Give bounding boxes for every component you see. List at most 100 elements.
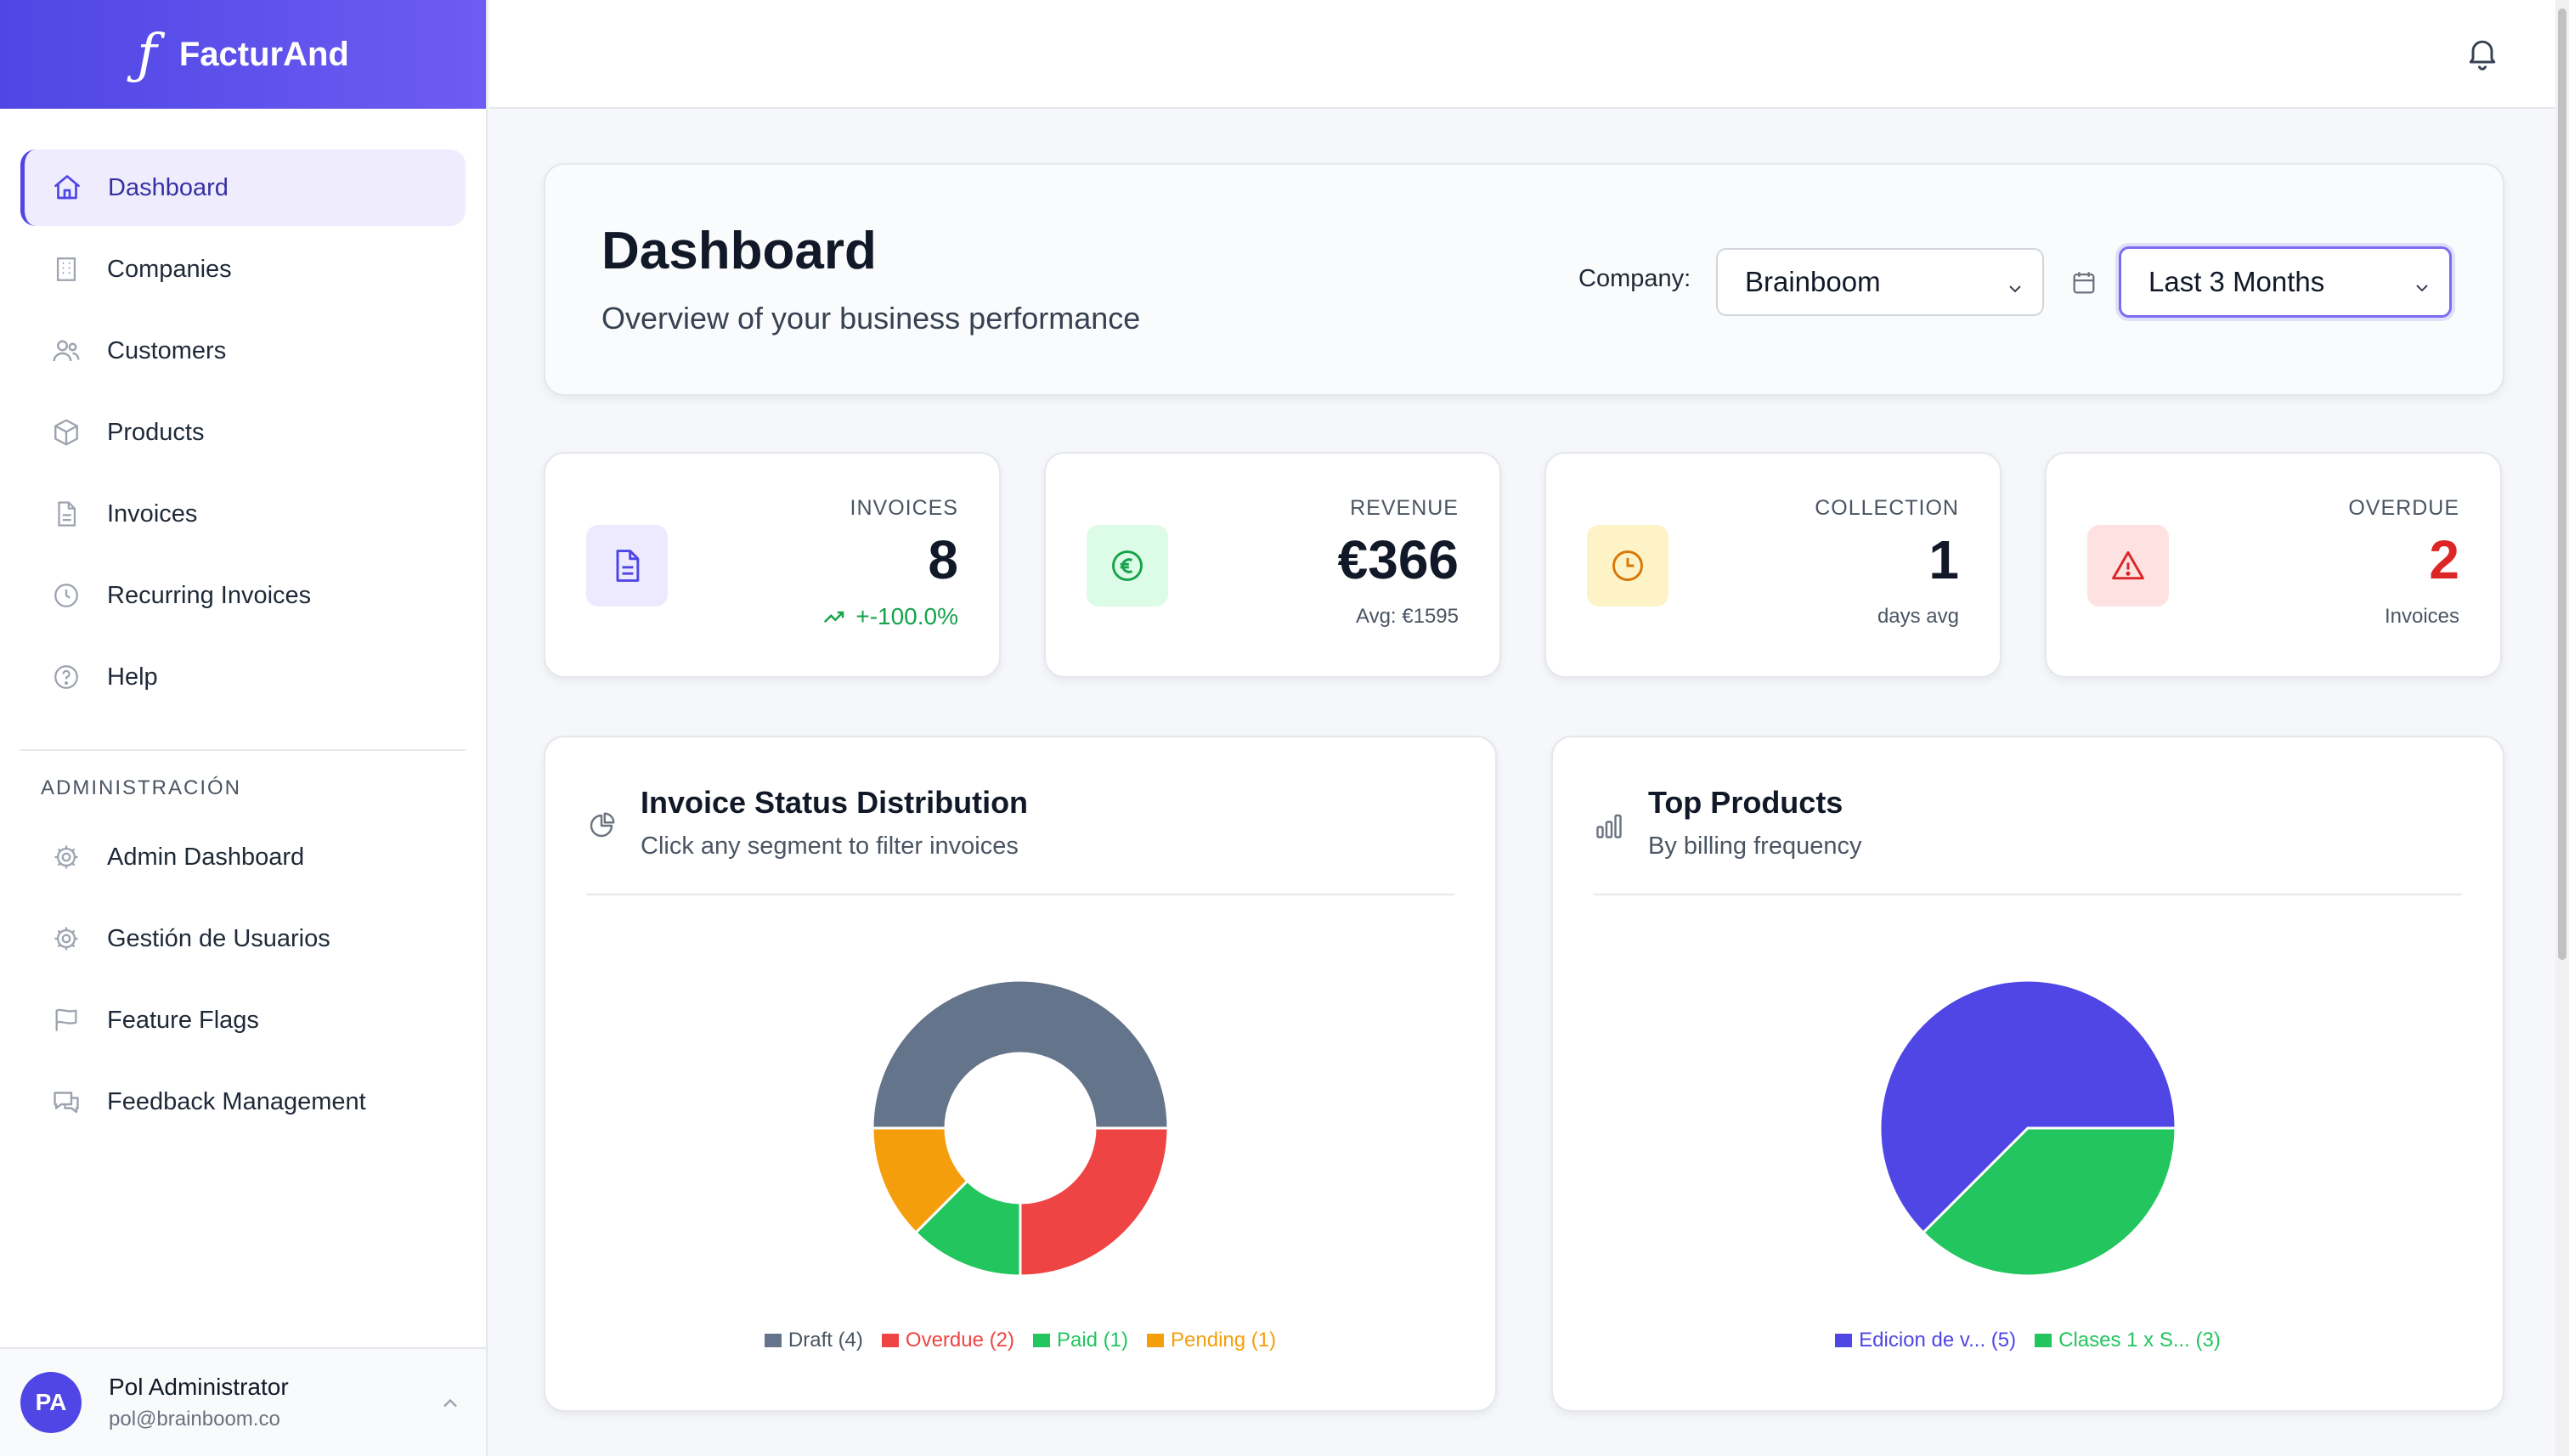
page-scrollbar[interactable]: [2555, 0, 2569, 1456]
company-select[interactable]: Brainboom: [1716, 248, 2044, 316]
stat-sub: Invoices: [2384, 605, 2459, 628]
period-select[interactable]: Last 3 Months: [2119, 246, 2452, 318]
brand-header[interactable]: ƒ FacturAnd: [0, 0, 486, 109]
pie-slice-draft[interactable]: [871, 979, 1170, 1130]
legend-item[interactable]: Draft (4): [764, 1329, 863, 1352]
legend-label: Edicion de v... (5): [1859, 1329, 2017, 1352]
chart-legend: Edicion de v... (5) Clases 1 x S... (3): [1553, 1329, 2503, 1352]
stat-card-overdue[interactable]: OVERDUE 2 Invoices: [2045, 452, 2502, 678]
sidebar-item-invoices[interactable]: Invoices: [20, 476, 466, 552]
chat-icon: [49, 1085, 83, 1119]
chart-divider: [1594, 894, 2462, 895]
chart-title: Invoice Status Distribution: [641, 785, 1029, 820]
sidebar-item-dashboard[interactable]: Dashboard: [20, 150, 466, 226]
stat-card-invoices[interactable]: INVOICES 8 +-100.0%: [544, 452, 1001, 678]
sidebar-item-admin-dashboard[interactable]: Admin Dashboard: [20, 819, 466, 895]
brand-name: FacturAnd: [178, 35, 349, 73]
sidebar-item-user-management[interactable]: Gestión de Usuarios: [20, 900, 466, 977]
nav-divider: [20, 749, 466, 751]
top-products-pie[interactable]: [1553, 941, 2503, 1315]
pie-slice-overdue[interactable]: [1019, 1126, 1170, 1278]
legend-item[interactable]: Paid (1): [1032, 1329, 1129, 1352]
clock-icon: [1587, 525, 1668, 607]
stat-trend: +-100.0%: [822, 603, 958, 630]
legend-swatch: [1032, 1334, 1050, 1347]
chart-subtitle: Click any segment to filter invoices: [641, 832, 1019, 860]
bell-icon[interactable]: [2464, 34, 2501, 76]
user-profile[interactable]: PA Pol Administrator pol@brainboom.co: [0, 1347, 486, 1456]
sidebar-item-products[interactable]: Products: [20, 394, 466, 471]
legend-label: Overdue (2): [905, 1329, 1014, 1352]
stat-label: INVOICES: [850, 496, 958, 520]
sidebar-item-label: Help: [107, 663, 158, 691]
sidebar-item-recurring-invoices[interactable]: Recurring Invoices: [20, 557, 466, 634]
calendar-icon: [2069, 268, 2098, 302]
sidebar-item-label: Dashboard: [108, 173, 229, 201]
gear-icon: [49, 922, 83, 956]
pie-chart-icon: [586, 810, 617, 845]
pie-slice-pending[interactable]: [871, 1126, 969, 1235]
invoice-status-card: Invoice Status Distribution Click any se…: [544, 736, 1497, 1412]
sidebar-item-companies[interactable]: Companies: [20, 231, 466, 308]
legend-swatch: [2035, 1334, 2052, 1347]
legend-label: Draft (4): [788, 1329, 863, 1352]
legend-item[interactable]: Edicion de v... (5): [1835, 1329, 2016, 1352]
stat-card-collection[interactable]: COLLECTION 1 days avg: [1544, 452, 2002, 678]
avatar: PA: [20, 1372, 82, 1433]
sidebar-item-feedback-management[interactable]: Feedback Management: [20, 1064, 466, 1140]
dashboard-header-card: Dashboard Overview of your business perf…: [544, 163, 2504, 396]
chart-title: Top Products: [1648, 785, 1843, 820]
legend-item[interactable]: Pending (1): [1147, 1329, 1276, 1352]
sidebar-item-customers[interactable]: Customers: [20, 313, 466, 389]
scrollbar-thumb[interactable]: [2558, 8, 2566, 960]
bar-chart-icon: [1594, 810, 1624, 845]
chart-legend: Draft (4) Overdue (2) Paid (1) Pending (1): [545, 1329, 1495, 1352]
pie-slice-edicion-de-v[interactable]: [1878, 979, 2177, 1235]
topbar: [489, 0, 2555, 109]
top-products-card: Top Products By billing frequency Edicio…: [1551, 736, 2504, 1412]
legend-swatch: [1835, 1334, 1853, 1347]
sidebar-item-label: Admin Dashboard: [107, 843, 305, 871]
page-title: Dashboard: [601, 222, 877, 280]
chart-subtitle: By billing frequency: [1648, 832, 1862, 860]
chart-divider: [586, 894, 1454, 895]
users-icon: [49, 334, 83, 368]
chevron-up-icon[interactable]: [438, 1391, 462, 1419]
page-subtitle: Overview of your business performance: [601, 301, 1141, 336]
sidebar: ƒ FacturAnd Dashboard Companies Customer…: [0, 0, 488, 1456]
sidebar-item-label: Invoices: [107, 499, 198, 528]
legend-swatch: [764, 1334, 782, 1347]
chevron-down-icon: [2412, 273, 2432, 305]
chevron-down-icon: [2005, 274, 2025, 306]
company-filter-label: Company:: [1578, 265, 1691, 292]
sidebar-item-label: Customers: [107, 336, 227, 364]
stat-value: 2: [2429, 529, 2459, 590]
company-select-value: Brainboom: [1745, 266, 1881, 297]
user-email: pol@brainboom.co: [109, 1408, 280, 1431]
sidebar-item-label: Products: [107, 418, 205, 446]
stat-sub: days avg: [1877, 605, 1959, 628]
admin-section-title: ADMINISTRACIÓN: [41, 776, 242, 799]
legend-label: Clases 1 x S... (3): [2058, 1329, 2221, 1352]
admin-nav: Admin Dashboard Gestión de Usuarios Feat…: [0, 819, 486, 1140]
legend-item[interactable]: Clases 1 x S... (3): [2035, 1329, 2221, 1352]
legend-item[interactable]: Overdue (2): [881, 1329, 1014, 1352]
logo-icon: ƒ: [137, 23, 157, 86]
legend-label: Paid (1): [1056, 1329, 1129, 1352]
main-nav: Dashboard Companies Customers Products I…: [0, 109, 486, 715]
stat-value: 8: [928, 529, 958, 590]
sidebar-item-feature-flags[interactable]: Feature Flags: [20, 982, 466, 1058]
file-icon: [586, 525, 668, 607]
alert-triangle-icon: [2087, 525, 2169, 607]
sidebar-item-help[interactable]: Help: [20, 639, 466, 715]
stat-card-revenue[interactable]: REVENUE €366 Avg: €1595: [1044, 452, 1501, 678]
invoice-status-donut[interactable]: [545, 941, 1495, 1315]
pie-slice-clases-1-x-s[interactable]: [1921, 1126, 2177, 1278]
sidebar-item-label: Gestión de Usuarios: [107, 924, 330, 952]
legend-label: Pending (1): [1171, 1329, 1277, 1352]
flag-icon: [49, 1003, 83, 1037]
help-circle-icon: [49, 660, 83, 694]
building-icon: [49, 252, 83, 286]
sidebar-item-label: Feature Flags: [107, 1006, 259, 1034]
box-icon: [49, 415, 83, 449]
